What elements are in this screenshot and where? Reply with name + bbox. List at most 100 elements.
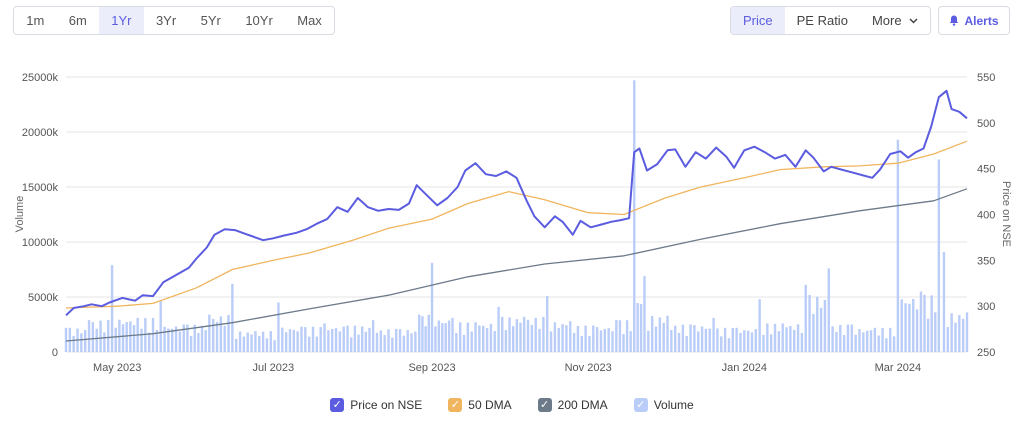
volume-bar bbox=[144, 318, 147, 352]
volume-bar bbox=[816, 296, 819, 352]
volume-bar bbox=[447, 320, 451, 352]
volume-bar bbox=[588, 336, 591, 352]
volume-bar bbox=[151, 317, 155, 352]
y-left-axis-title: Volume bbox=[14, 196, 26, 233]
volume-bar bbox=[862, 332, 865, 352]
volume-bar bbox=[858, 329, 861, 352]
y-right-tick-label: 450 bbox=[977, 164, 995, 176]
volume-bar bbox=[538, 328, 541, 352]
range-button-3yr[interactable]: 3Yr bbox=[155, 13, 177, 28]
x-tick-label: Mar 2024 bbox=[875, 362, 921, 374]
volume-bar bbox=[923, 294, 926, 352]
volume-bar bbox=[689, 324, 692, 352]
volume-bar bbox=[485, 327, 489, 352]
legend-label: 50 DMA bbox=[468, 398, 512, 412]
volume-bar bbox=[350, 337, 353, 352]
volume-bar bbox=[342, 326, 345, 352]
volume-bar bbox=[489, 323, 493, 352]
volume-bar bbox=[327, 330, 330, 352]
volume-bar bbox=[919, 291, 923, 352]
chevron-down-icon bbox=[909, 17, 918, 24]
volume-bar bbox=[441, 323, 444, 352]
volume-bar bbox=[451, 317, 454, 352]
volume-bar bbox=[189, 336, 193, 352]
legend-item[interactable]: ✓ 50 DMA bbox=[448, 398, 512, 412]
range-button-6m[interactable]: 6m bbox=[68, 13, 87, 28]
volume-bar bbox=[618, 320, 622, 352]
volume-bar bbox=[900, 299, 903, 352]
volume-bar bbox=[375, 332, 379, 352]
volume-bar bbox=[777, 331, 781, 352]
legend-label: Volume bbox=[653, 398, 694, 412]
volume-bar bbox=[666, 315, 669, 352]
volume-bar bbox=[455, 332, 458, 352]
volume-bar bbox=[611, 331, 614, 352]
volume-bar bbox=[720, 336, 723, 352]
volume-bar bbox=[72, 335, 75, 352]
y-right-tick-label: 500 bbox=[977, 118, 995, 130]
volume-bar bbox=[223, 325, 226, 352]
volume-bar bbox=[277, 302, 280, 352]
volume-bar bbox=[758, 299, 761, 352]
dma-200-line bbox=[65, 188, 968, 342]
volume-bar bbox=[885, 338, 888, 352]
volume-bar bbox=[934, 312, 937, 352]
volume-bar bbox=[519, 322, 522, 352]
volume-bar bbox=[869, 330, 873, 352]
volume-bar bbox=[334, 328, 338, 352]
volume-bar bbox=[307, 336, 311, 352]
volume-bar bbox=[147, 332, 151, 352]
volume-bar bbox=[462, 334, 466, 352]
volume-bar bbox=[603, 328, 607, 352]
volume-bar bbox=[622, 334, 625, 352]
volume-bar bbox=[360, 326, 364, 352]
volume-bar bbox=[258, 336, 261, 352]
alerts-button[interactable]: Alerts bbox=[938, 6, 1010, 35]
volume-bar bbox=[685, 336, 688, 352]
price-button[interactable]: Price bbox=[731, 7, 785, 34]
volume-bar bbox=[242, 336, 246, 352]
volume-bar bbox=[504, 330, 508, 352]
volume-bar bbox=[697, 331, 700, 352]
volume-bar bbox=[493, 331, 496, 352]
legend-item[interactable]: ✓ 200 DMA bbox=[537, 398, 608, 412]
volume-bar bbox=[418, 314, 421, 352]
volume-bar bbox=[804, 284, 807, 352]
range-button-10yr[interactable]: 10Yr bbox=[245, 13, 273, 28]
pe-ratio-button[interactable]: PE Ratio bbox=[796, 13, 848, 28]
volume-bar bbox=[576, 326, 580, 352]
range-button-1m[interactable]: 1m bbox=[26, 13, 45, 28]
volume-bar bbox=[526, 319, 530, 352]
volume-bar bbox=[508, 317, 511, 352]
volume-bar bbox=[501, 316, 504, 352]
legend-item[interactable]: ✓ Price on NSE bbox=[330, 398, 422, 412]
volume-bar bbox=[673, 325, 677, 352]
range-button-max[interactable]: Max bbox=[297, 13, 322, 28]
volume-bar bbox=[716, 328, 719, 352]
volume-bar bbox=[174, 326, 178, 352]
more-dropdown-button[interactable]: More bbox=[860, 7, 930, 34]
volume-bar bbox=[482, 325, 485, 352]
volume-bar bbox=[854, 334, 857, 352]
volume-bar bbox=[961, 318, 965, 352]
volume-bar bbox=[171, 328, 174, 352]
volume-bar bbox=[723, 327, 727, 352]
volume-bar bbox=[958, 315, 961, 352]
legend-item[interactable]: ✓ Volume bbox=[633, 398, 694, 412]
volume-bar bbox=[769, 334, 773, 352]
y-right-tick-label: 550 bbox=[977, 72, 995, 84]
volume-bar bbox=[584, 325, 587, 352]
x-tick-label: Jan 2024 bbox=[722, 362, 767, 374]
volume-bar bbox=[231, 283, 234, 352]
y-right-tick-label: 400 bbox=[977, 210, 995, 222]
volume-bar bbox=[129, 321, 132, 352]
range-button-1yr[interactable]: 1Yr bbox=[99, 7, 144, 34]
volume-bar bbox=[595, 327, 599, 352]
volume-bar bbox=[193, 324, 196, 352]
volume-bar bbox=[889, 327, 892, 352]
range-button-5yr[interactable]: 5Yr bbox=[200, 13, 221, 28]
volume-bar bbox=[877, 335, 880, 352]
volume-bar bbox=[592, 325, 595, 352]
volume-bar bbox=[565, 325, 568, 352]
volume-bar bbox=[766, 323, 769, 352]
